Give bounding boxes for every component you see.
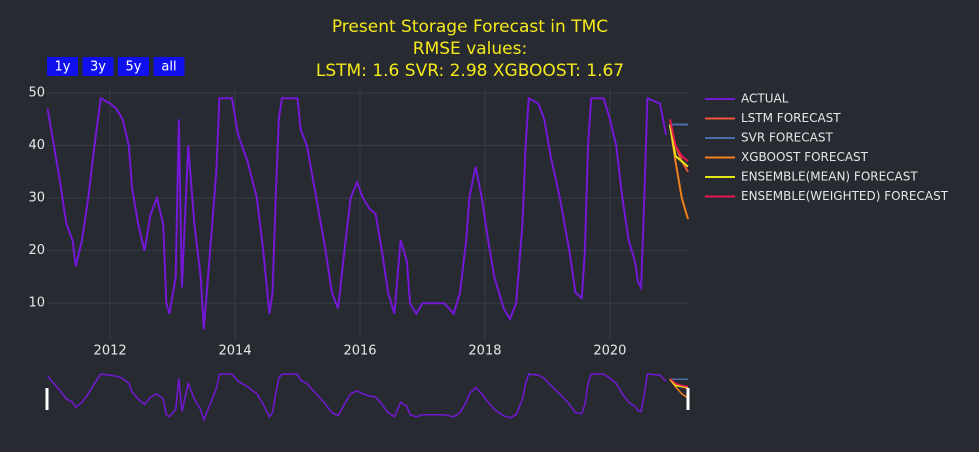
legend-label[interactable]: ENSEMBLE(WEIGHTED) FORECAST [741, 189, 949, 203]
range-button-label[interactable]: 1y [55, 60, 71, 75]
range-button[interactable] [118, 57, 149, 76]
x-tick-label: 2020 [593, 344, 626, 359]
legend-label[interactable]: ACTUAL [741, 92, 789, 106]
range-slider-line [47, 373, 667, 423]
legend-label[interactable]: LSTM FORECAST [741, 111, 841, 125]
range-slider-handle[interactable] [686, 388, 690, 410]
chart-title: RMSE values: [413, 39, 527, 59]
range-button[interactable] [153, 57, 185, 76]
series-line [668, 124, 689, 168]
range-slider [47, 372, 688, 422]
y-tick-label: 30 [28, 191, 45, 206]
range-button-label[interactable]: 5y [126, 60, 142, 75]
series-line [46, 96, 668, 330]
y-tick-label: 50 [28, 86, 45, 101]
chart-title: Present Storage Forecast in TMC [332, 17, 608, 37]
range-button[interactable] [47, 57, 78, 76]
range-slider-line [669, 377, 689, 388]
x-tick-label: 2014 [219, 344, 252, 359]
y-tick-label: 20 [28, 243, 45, 258]
range-button-label[interactable]: all [161, 60, 176, 75]
y-tick-label: 10 [28, 296, 45, 311]
range-button-label[interactable]: 3y [90, 60, 106, 75]
range-button[interactable] [82, 57, 114, 76]
range-slider-line [669, 378, 689, 389]
chart-title: LSTM: 1.6 SVR: 2.98 XGBOOST: 1.67 [316, 61, 624, 81]
x-tick-label: 2018 [468, 344, 501, 359]
y-tick-label: 40 [28, 138, 45, 153]
x-tick-label: 2016 [343, 344, 376, 359]
legend-label[interactable]: SVR FORECAST [741, 131, 833, 145]
range-slider-handle[interactable] [45, 388, 49, 410]
legend-label[interactable]: ENSEMBLE(MEAN) FORECAST [741, 170, 918, 184]
x-tick-label: 2012 [94, 344, 127, 359]
legend-label[interactable]: XGBOOST FORECAST [741, 150, 869, 164]
series-line [668, 119, 689, 163]
